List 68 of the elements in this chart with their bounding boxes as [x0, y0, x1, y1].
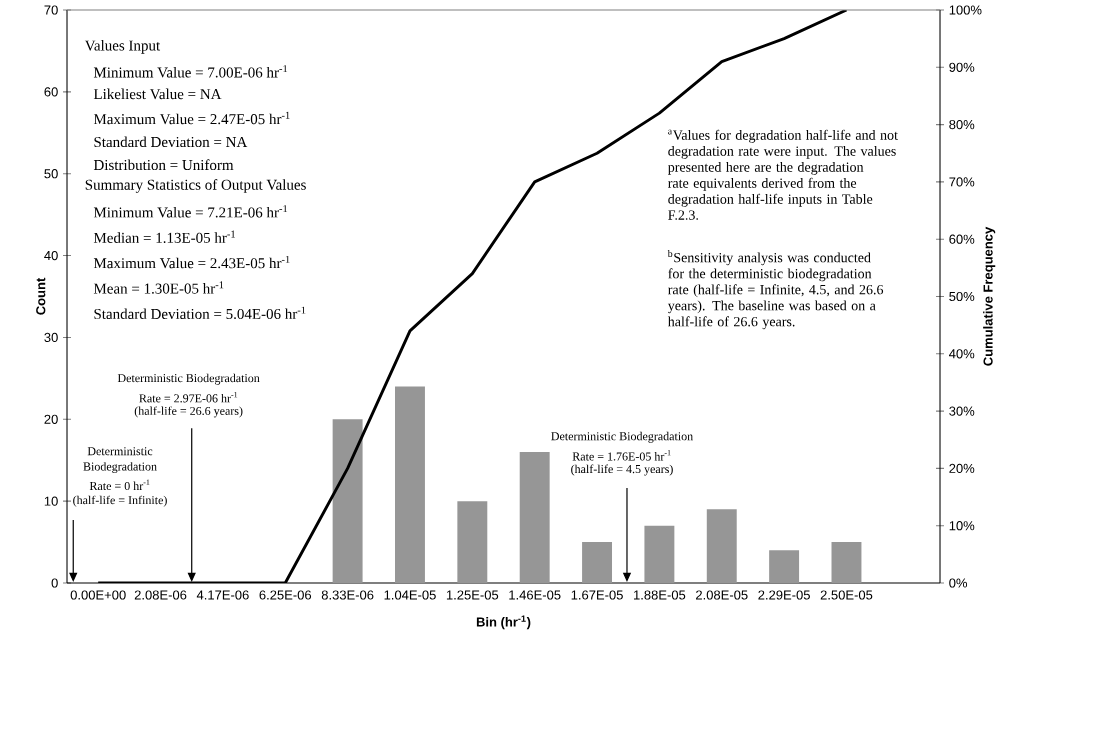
- y-axis-title: Count: [36, 277, 46, 315]
- y-tick-label: 20: [44, 414, 58, 424]
- bar: [519, 452, 550, 583]
- x-tick-label: 1.46E-05: [509, 590, 561, 600]
- annotation: Minimum Value = 7.00E-06 hr$^{-1}$: [93, 65, 288, 78]
- y-tick-label: 50: [44, 169, 58, 179]
- x-tick-label: 2.08E-06: [134, 590, 187, 600]
- x-tick-label: 1.25E-05: [446, 590, 499, 600]
- y2-tick-label: 60%: [949, 234, 975, 244]
- annotation: Likeliest Value = NA: [93, 88, 222, 100]
- annotation: Median = 1.13E-05 hr$^{-1}$: [93, 230, 236, 243]
- annotation: Standard Deviation = NA: [94, 136, 248, 148]
- y-tick-label: 70: [44, 5, 58, 15]
- annotation: Maximum Value = 2.47E-05 hr$^{-1}$: [93, 111, 290, 125]
- y2-tick-label: 90%: [949, 62, 975, 72]
- bar: [582, 542, 613, 583]
- annotation: Rate = 0 hr$^{-1}$: [89, 479, 150, 491]
- x-tick-label: 0.00E+00: [70, 590, 126, 600]
- x-tick-label: 2.50E-05: [820, 590, 873, 600]
- bar: [395, 386, 425, 583]
- annotation: Rate = 2.97E-06 hr$^{-1}$: [139, 391, 238, 403]
- annotation: Deterministic Biodegradation: [117, 373, 260, 385]
- annotation: Summary Statistics of Output Values: [85, 179, 306, 193]
- y-tick-label: 10: [44, 496, 58, 506]
- y2-tick-label: 80%: [949, 120, 975, 130]
- y2-tick-label: 40%: [949, 349, 975, 359]
- bar: [831, 542, 862, 583]
- x-tick-label: 2.08E-05: [696, 590, 748, 600]
- y2-tick-label: 30%: [949, 406, 975, 416]
- annotation: $^{b}$Sensitivity analysis was conducted for the deterministic biodegradation rate (half-life = Infinite, 4.5, and 26.6 years). The baseline was based on a half-life of 26.6 years.: [667, 250, 884, 330]
- annotation: Maximum Value = 2.43E-05 hr$^{-1}$: [93, 255, 290, 269]
- y2-tick-label: 20%: [949, 463, 975, 473]
- annotation: Biodegradation: [83, 462, 157, 474]
- annotation: Distribution = Uniform: [93, 159, 234, 171]
- y-tick-label: 0: [51, 578, 58, 588]
- annotation: (half-life = 4.5 years): [571, 464, 673, 476]
- y2-tick-label: 70%: [949, 177, 975, 187]
- x-tick-label: 8.33E-06: [321, 590, 374, 600]
- x-axis-title: Bin (hr$^{-1}$): [476, 615, 531, 630]
- x-tick-label: 2.29E-05: [758, 590, 810, 600]
- y2-tick-label: 50%: [949, 291, 975, 302]
- annotation: Deterministic Biodegradation: [551, 431, 693, 443]
- bar: [644, 525, 675, 583]
- x-tick-label: 6.25E-06: [259, 590, 312, 600]
- annotation: Rate = 1.76E-05 hr$^{-1}$: [572, 450, 671, 461]
- x-tick-label: 4.17E-06: [196, 590, 249, 600]
- annotation: $^{a}$Values for degradation half-life and not degradation rate were input. The values presented here are the degradation rate equivalents derived from the degradation half-life inputs in Table F.2.3.: [668, 129, 898, 220]
- annotation: Deterministic: [87, 447, 153, 456]
- annotation: Standard Deviation = 5.04E-06 hr$^{-1}$: [94, 306, 306, 320]
- y-tick-label: 30: [44, 332, 58, 343]
- annotation: Minimum Value = 7.21E-06 hr$^{-1}$: [93, 205, 288, 218]
- annotation: (half-life = Infinite): [73, 495, 167, 507]
- bar: [706, 509, 737, 583]
- annotation: (half-life = 26.6 years): [134, 406, 243, 418]
- x-tick-label: 1.88E-05: [634, 590, 686, 600]
- bar: [769, 550, 800, 583]
- bar: [332, 419, 363, 583]
- x-tick-label: 1.04E-05: [384, 590, 436, 600]
- x-tick-label: 1.67E-05: [571, 590, 623, 600]
- y2-tick-label: 100%: [949, 5, 982, 15]
- annotation: Values Input: [84, 40, 161, 54]
- y2-tick-label: 10%: [949, 521, 975, 531]
- bar: [457, 501, 488, 583]
- annotation: Mean = 1.30E-05 hr$^{-1}$: [93, 281, 224, 294]
- y2-axis-title: Cumulative Frequency: [983, 226, 996, 366]
- y2-tick-label: 0%: [949, 578, 968, 588]
- y-tick-label: 40: [44, 250, 58, 261]
- y-tick-label: 60: [44, 87, 58, 97]
